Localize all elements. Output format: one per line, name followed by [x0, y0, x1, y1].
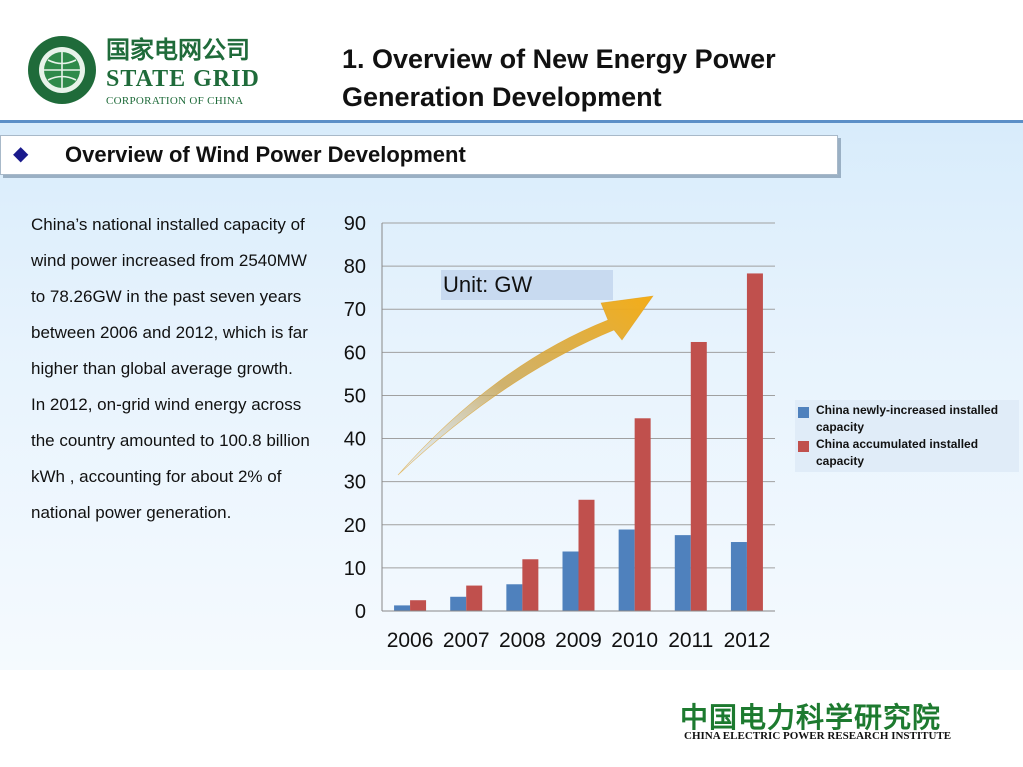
bar-accumulated-2009: [578, 499, 595, 611]
bar-newly-2012: [730, 542, 747, 611]
y-tick-label: 80: [344, 256, 366, 278]
bar-newly-2010: [618, 529, 635, 611]
footer-org-en: CHINA ELECTRIC POWER RESEARCH INSTITUTE: [684, 730, 952, 742]
slide-title: 1. Overview of New Energy Power Generati…: [342, 40, 902, 116]
y-tick-label: 60: [344, 342, 366, 364]
body-paragraph-2: In 2012, on-grid wind energy across the …: [31, 395, 310, 522]
y-tick-label: 90: [344, 213, 366, 235]
y-tick-label: 50: [344, 385, 366, 407]
section-title: Overview of Wind Power Development: [65, 142, 466, 167]
growth-arrow-icon: [397, 295, 654, 476]
content-background: [0, 123, 1023, 670]
bar-newly-2008: [506, 584, 523, 611]
y-axis-ticks: 0 10 20 30 40 50 60 70 80 90: [344, 213, 366, 623]
body-paragraph-1: China’s national installed capacity of w…: [31, 215, 308, 378]
x-tick-label: 2006: [387, 629, 434, 652]
bar-chart: 0 10 20 30 40 50 60 70 80 90 2006 2007 2008 2009 2010…: [344, 213, 775, 652]
slide-title-line1: 1. Overview of New Energy Power: [342, 44, 776, 74]
cepri-logo: 中国电力科学研究院 CHINA ELECTRIC POWER RESEARCH …: [680, 696, 1000, 746]
unit-annotation: Unit: GW: [441, 270, 613, 300]
y-tick-label: 30: [344, 472, 366, 494]
bars: [394, 273, 763, 611]
legend-label-accumulated: China accumulated installed capacity: [816, 437, 979, 468]
y-tick-label: 40: [344, 429, 366, 451]
x-tick-label: 2009: [555, 629, 602, 652]
legend-label-newly: China newly-increased installed capacity: [816, 403, 999, 434]
bar-accumulated-2010: [634, 418, 651, 611]
y-tick-label: 70: [344, 299, 366, 321]
bar-newly-2009: [562, 551, 579, 611]
bar-accumulated-2007: [466, 585, 483, 611]
x-tick-label: 2012: [724, 629, 771, 652]
bar-accumulated-2012: [746, 273, 763, 611]
logo-corp-text: CORPORATION OF CHINA: [106, 95, 243, 107]
section-bar: ◆ Overview of Wind Power Development: [0, 135, 838, 175]
logo-state-grid-text: STATE GRID: [106, 66, 260, 92]
logo-cn-text: 国家电网公司: [106, 36, 250, 64]
grid-lines: [381, 222, 775, 611]
chart-legend: China newly-increased installed capacity…: [795, 400, 1019, 472]
bar-accumulated-2008: [522, 559, 539, 611]
bar-accumulated-2006: [410, 600, 427, 611]
x-tick-label: 2011: [668, 629, 713, 652]
diamond-bullet-icon: ◆: [13, 143, 29, 165]
x-axis-ticks: 2006 2007 2008 2009 2010 2011 2012: [387, 629, 771, 652]
bar-accumulated-2011: [690, 341, 707, 611]
slide-title-line2: Generation Development: [342, 82, 662, 112]
y-tick-label: 0: [355, 601, 366, 623]
bar-newly-2006: [394, 605, 411, 611]
bar-newly-2007: [450, 596, 467, 611]
legend-swatch-newly: [798, 407, 809, 418]
bar-newly-2011: [674, 535, 691, 611]
header-divider: [0, 120, 1023, 123]
x-tick-label: 2007: [443, 629, 490, 652]
legend-swatch-accumulated: [798, 441, 809, 452]
x-tick-label: 2010: [611, 629, 658, 652]
y-tick-label: 10: [344, 558, 366, 580]
state-grid-logo: 国家电网公司 STATE GRID CORPORATION OF CHINA: [28, 36, 260, 107]
slide-header: 国家电网公司 STATE GRID CORPORATION OF CHINA 1…: [0, 0, 1023, 120]
y-tick-label: 20: [344, 515, 366, 537]
body-text: China’s national installed capacity of w…: [31, 207, 323, 531]
footer-org-cn: 中国电力科学研究院: [680, 701, 942, 734]
x-tick-label: 2008: [499, 629, 546, 652]
